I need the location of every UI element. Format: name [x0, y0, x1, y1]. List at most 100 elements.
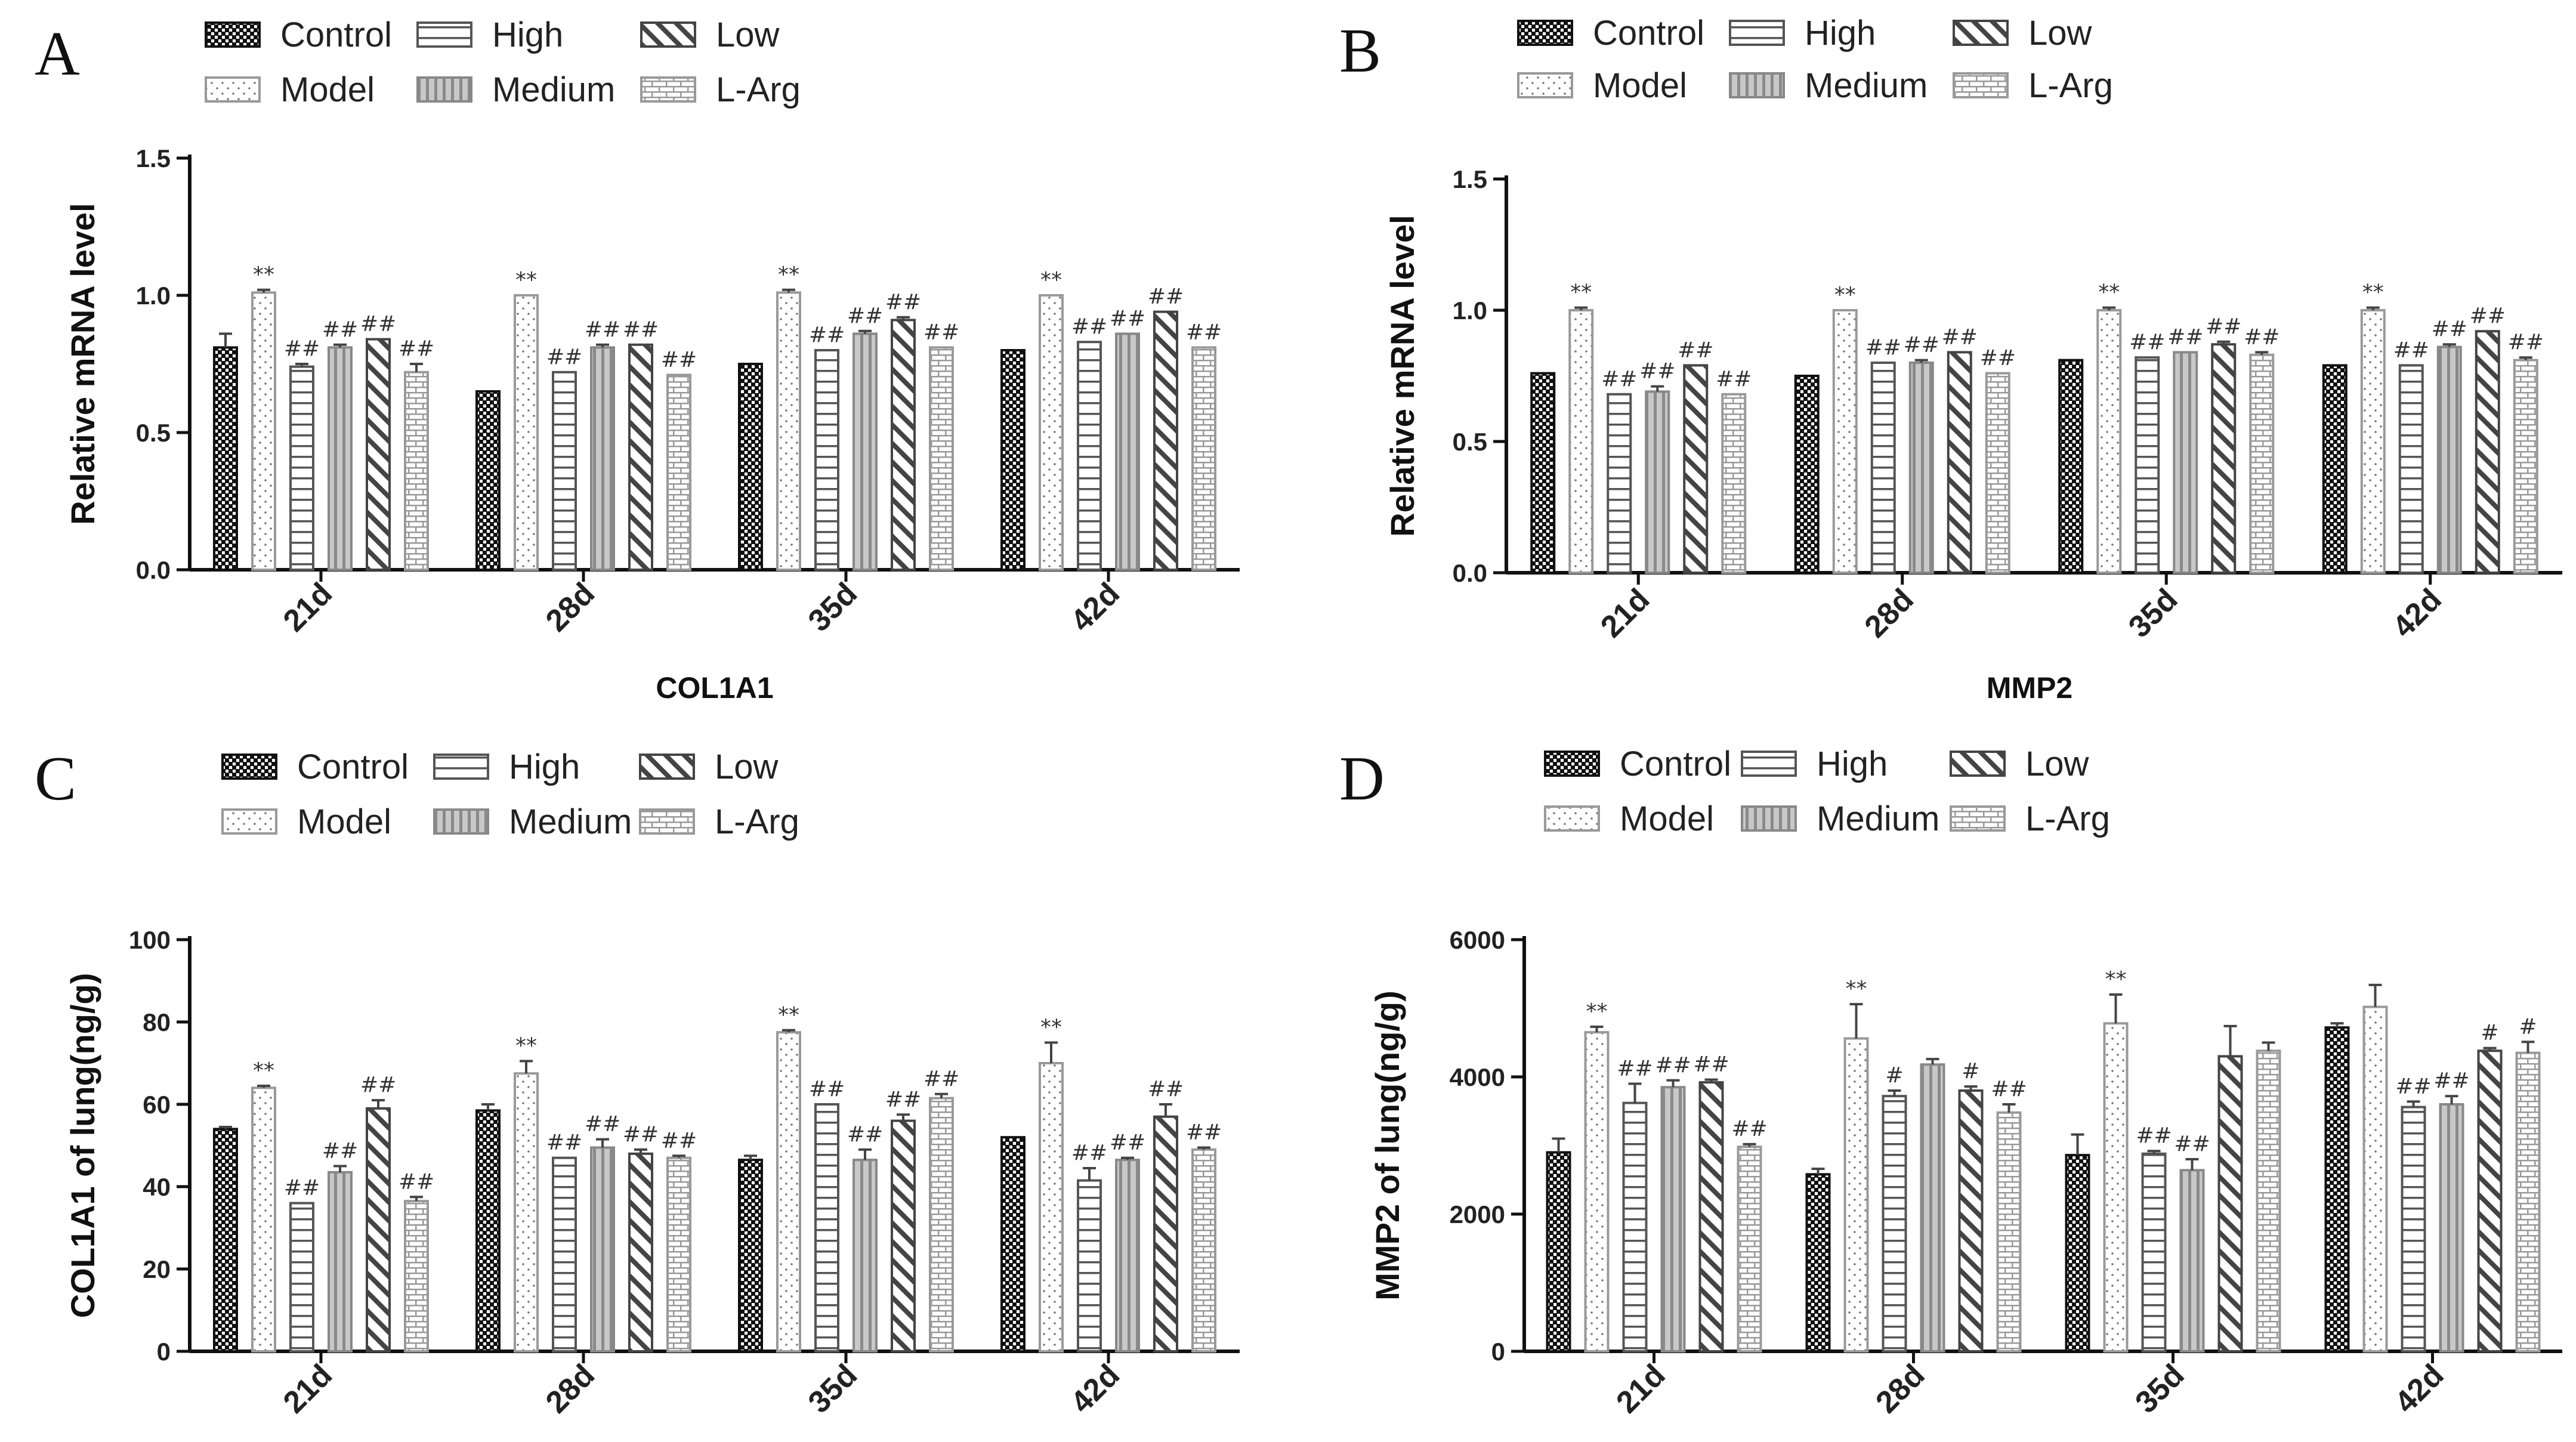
bar-medium-35d: [2173, 351, 2198, 575]
bar-l-arg-42d: [2513, 359, 2538, 574]
bar-l-arg-42d: [1191, 1148, 1216, 1353]
y-tick-label: 20: [143, 1255, 171, 1283]
legend-swatch: [1741, 751, 1797, 777]
significance-label: ##: [284, 1176, 320, 1200]
y-axis-label: Relative mRNA level: [1383, 215, 1421, 537]
y-tick-label: 2000: [1450, 1200, 1505, 1228]
bar-high-42d: [1077, 1179, 1102, 1353]
significance-label: **: [515, 1034, 537, 1058]
legend-item-medium: Medium: [416, 70, 615, 109]
significance-label: ##: [1980, 346, 2016, 370]
bar-model-21d: [1568, 309, 1594, 574]
y-tick-label: 80: [143, 1008, 171, 1036]
significance-label: **: [2105, 967, 2127, 992]
bar-model-35d: [776, 1031, 801, 1353]
significance-label: ##: [1110, 1131, 1145, 1155]
legend-label: High: [1805, 14, 1876, 53]
bar-l-arg-42d: [1191, 346, 1216, 572]
bar-control-28d: [475, 390, 501, 571]
legend-swatch: [1741, 805, 1797, 832]
bar-high-42d: [2398, 364, 2424, 575]
significance-label: ##: [1617, 1057, 1653, 1081]
bar-low-35d: [2217, 1055, 2243, 1353]
significance-label: ##: [399, 336, 434, 361]
bar-control-28d: [1805, 1173, 1831, 1353]
y-tick-label: 1.5: [136, 144, 171, 172]
x-tick-label: 28d: [1858, 582, 1920, 644]
significance-label: ##: [1731, 1117, 1767, 1141]
legend-swatch: [1953, 20, 2009, 46]
significance-label: ##: [399, 1169, 434, 1194]
significance-label: ##: [885, 290, 921, 314]
bar-low-35d: [891, 319, 916, 572]
legend-item-control: Control: [1517, 14, 1704, 53]
bar-l-arg-35d: [2256, 1049, 2281, 1353]
significance-label: **: [1586, 999, 1608, 1024]
y-tick-label: 60: [143, 1091, 171, 1119]
legend-item-low: Low: [639, 748, 779, 786]
legend-swatch: [1729, 20, 1785, 46]
significance-label: ##: [322, 1139, 358, 1163]
bar-low-28d: [1958, 1089, 1984, 1353]
panel-letter: B: [1339, 16, 1381, 85]
bar-model-28d: [1832, 309, 1858, 574]
legend-label: L-Arg: [716, 70, 801, 109]
bar-high-21d: [289, 1202, 314, 1353]
x-tick-label: 35d: [2129, 1358, 2191, 1420]
panel-letter: A: [35, 18, 80, 88]
panel-a: A Control High Low Model Medium L-Arg 0.0 0.5 1.0…: [35, 16, 1240, 705]
legend-item-l-arg: L-Arg: [1953, 66, 2113, 105]
significance-label: ##: [2395, 1074, 2431, 1098]
x-tick-label: 21d: [1610, 1358, 1672, 1420]
bar-low-28d: [1947, 351, 1972, 575]
legend-label: Model: [280, 70, 375, 109]
y-tick-label: 0: [157, 1338, 171, 1366]
bar-model-42d: [1039, 1062, 1064, 1353]
significance-label: **: [1040, 268, 1062, 292]
significance-label: ##: [923, 1067, 959, 1091]
y-tick-label: 0.0: [1453, 559, 1487, 587]
y-tick-label: 40: [143, 1173, 171, 1201]
legend-swatch: [416, 76, 472, 103]
bar-l-arg-21d: [1737, 1145, 1762, 1353]
bar-model-42d: [2362, 1005, 2388, 1353]
significance-label: ##: [809, 1077, 845, 1101]
legend-label: Medium: [1805, 66, 1928, 105]
significance-label: **: [778, 263, 799, 287]
legend-label: Control: [1620, 745, 1731, 783]
significance-label: ##: [2167, 325, 2203, 349]
x-tick-label: 21d: [277, 576, 339, 638]
x-tick-label: 35d: [2122, 582, 2184, 644]
legend-item-low: Low: [1950, 745, 2090, 783]
significance-label: ##: [1655, 1053, 1691, 1077]
significance-label: ##: [360, 312, 396, 336]
significance-label: ##: [2244, 325, 2280, 349]
bar-low-35d: [2211, 343, 2237, 574]
legend-label: L-Arg: [2025, 799, 2110, 838]
significance-label: ##: [2393, 338, 2429, 362]
significance-label: ##: [360, 1073, 396, 1097]
significance-label: ##: [585, 317, 620, 342]
bar-l-arg-28d: [666, 373, 691, 572]
significance-label: ##: [1678, 338, 1713, 362]
legend-item-medium: Medium: [1741, 799, 1939, 838]
significance-label: ##: [1110, 306, 1145, 331]
significance-label: ##: [623, 1122, 659, 1147]
legend-item-low: Low: [640, 16, 780, 54]
significance-label: ##: [2433, 1069, 2469, 1093]
significance-label: ##: [1991, 1077, 2027, 1101]
legend-label: L-Arg: [2028, 66, 2113, 105]
bar-control-42d: [1000, 1136, 1026, 1353]
legend-swatch: [433, 754, 489, 780]
bar-low-21d: [366, 338, 391, 571]
bar-medium-28d: [1908, 362, 1934, 574]
bar-model-42d: [1039, 294, 1064, 571]
bars: **## ## ####**# ###**## #### ### #: [1546, 967, 2541, 1353]
bar-control-21d: [213, 346, 238, 572]
legend-swatch: [433, 808, 489, 835]
significance-label: ##: [623, 317, 659, 342]
significance-label: ##: [847, 1122, 883, 1147]
legend-swatch: [1517, 72, 1573, 98]
legend-label: Low: [2025, 745, 2090, 783]
